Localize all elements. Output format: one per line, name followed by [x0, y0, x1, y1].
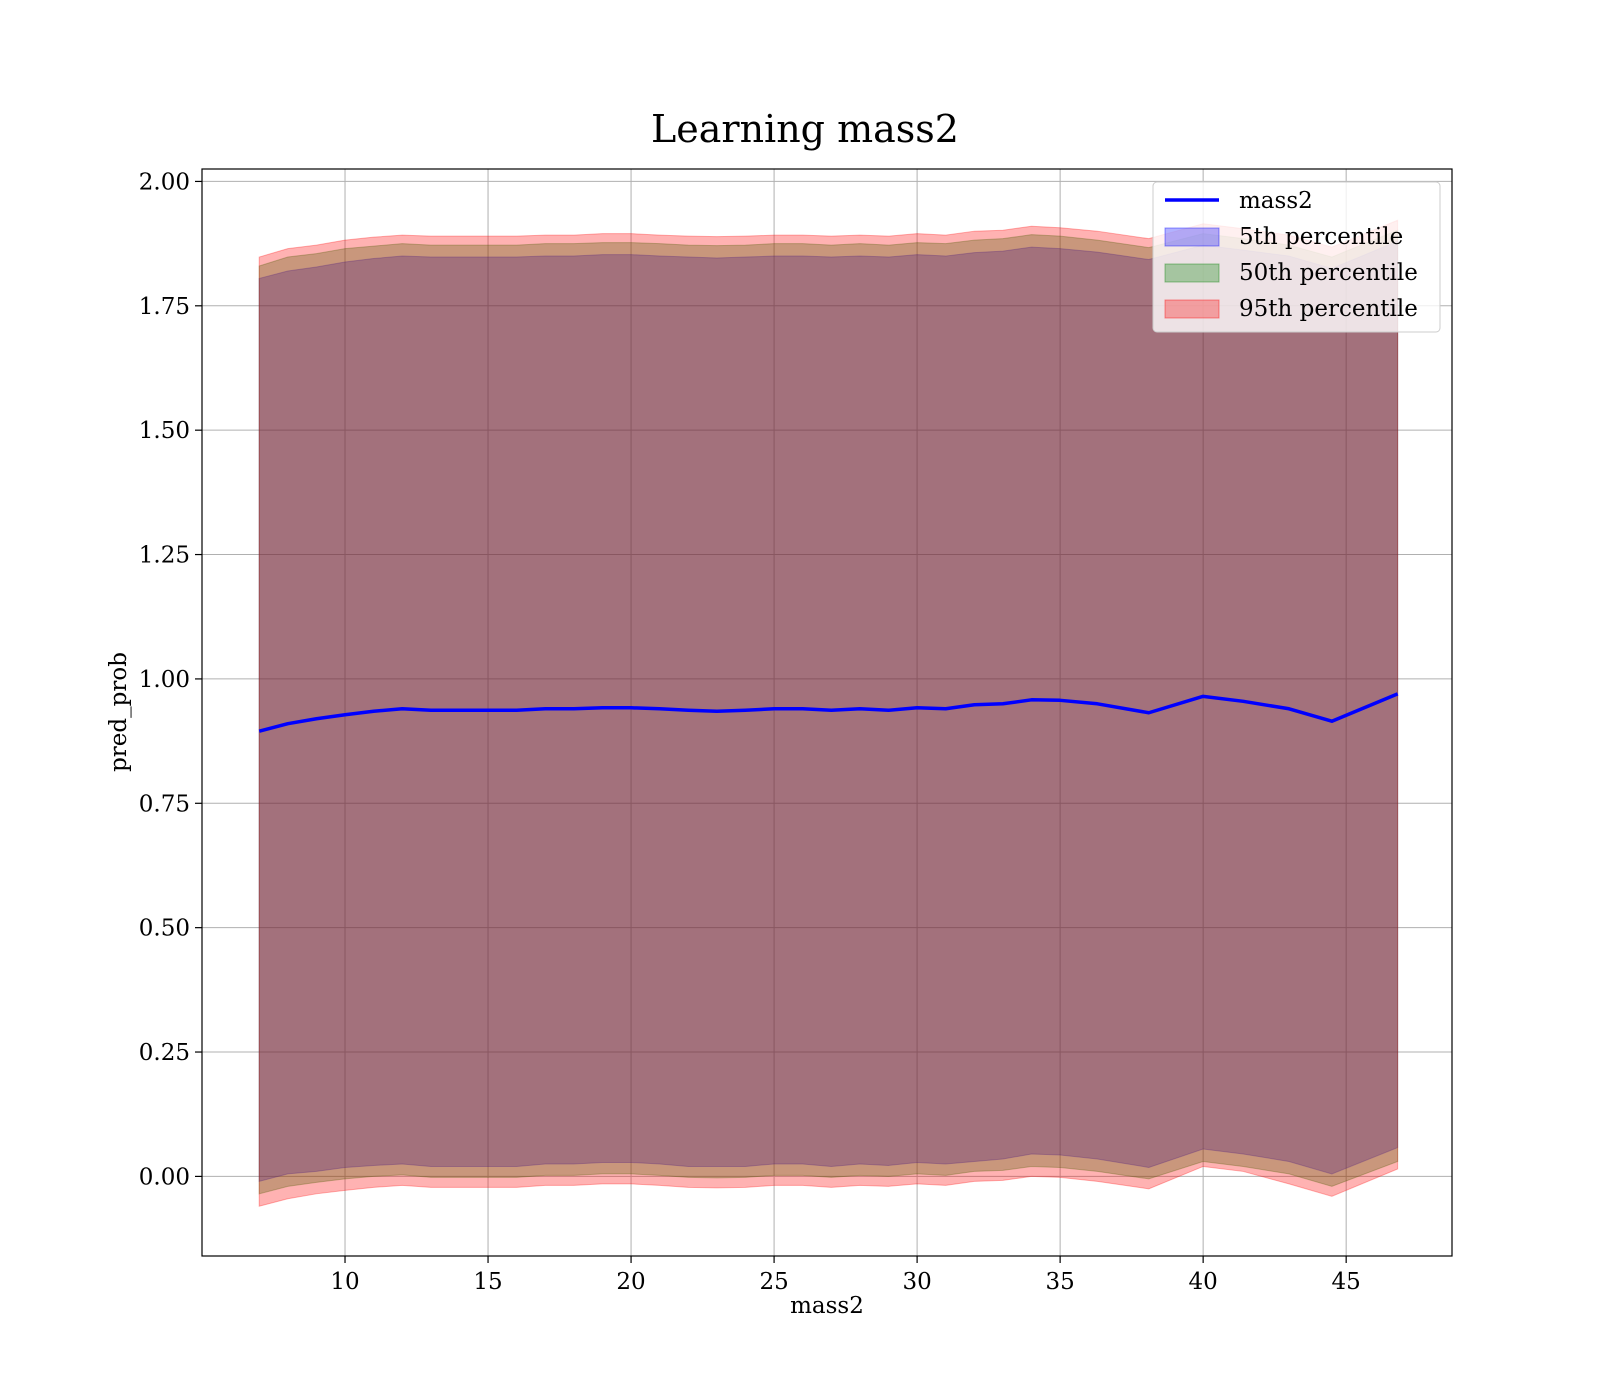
y-tick-label: 1.25: [139, 543, 190, 569]
x-tick-label: 20: [616, 1269, 645, 1295]
legend-label: mass2: [1239, 188, 1313, 214]
y-tick-label: 2.00: [139, 169, 190, 195]
x-tick-label: 10: [330, 1269, 359, 1295]
y-tick-label: 1.75: [139, 294, 190, 320]
legend-label: 95th percentile: [1239, 296, 1418, 322]
y-axis-label: pred_prob: [106, 652, 132, 772]
x-axis-ticks: 10 15 20 25 30 35 40 45: [330, 1256, 1361, 1295]
x-tick-label: 30: [902, 1269, 931, 1295]
band-50th-percentile: [258, 229, 1399, 1195]
y-tick-label: 0.25: [139, 1040, 190, 1066]
y-tick-label: 0.00: [139, 1164, 190, 1190]
lines: [258, 692, 1399, 733]
chart-title: Learning mass2: [651, 107, 959, 151]
legend-label: 5th percentile: [1239, 224, 1403, 250]
x-tick-label: 25: [759, 1269, 788, 1295]
y-tick-label: 0.50: [139, 916, 190, 942]
y-tick-label: 1.00: [139, 667, 190, 693]
legend-swatch: [1164, 227, 1220, 247]
legend-label: 50th percentile: [1239, 260, 1418, 286]
x-tick-label: 45: [1332, 1269, 1361, 1295]
legend-swatch: [1164, 299, 1220, 319]
y-tick-label: 0.75: [139, 791, 190, 817]
plot-area-frame: [201, 168, 1453, 1257]
y-tick-label: 1.50: [139, 418, 190, 444]
y-axis-ticks: 0.00 0.25 0.50 0.75 1.00 1.25 1.50 1.75 2.00: [139, 169, 202, 1190]
series-line-mass2: [258, 692, 1399, 733]
legend-frame: [1152, 181, 1441, 333]
x-tick-label: 15: [473, 1269, 502, 1295]
legend: mass2 5th percentile 50th percentile 95th p…: [1152, 181, 1441, 333]
x-axis-label: mass2: [790, 1293, 864, 1319]
bands: [258, 219, 1399, 1207]
band-95th-percentile: [258, 219, 1399, 1207]
x-tick-label: 35: [1045, 1269, 1074, 1295]
grid: [202, 169, 1452, 1256]
x-tick-label: 40: [1189, 1269, 1218, 1295]
legend-swatch: [1164, 263, 1220, 283]
